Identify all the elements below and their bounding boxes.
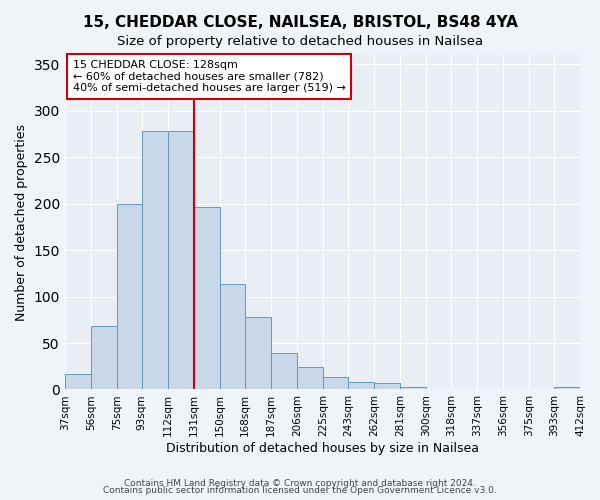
Text: Contains HM Land Registry data © Crown copyright and database right 2024.: Contains HM Land Registry data © Crown c… <box>124 478 476 488</box>
Bar <box>554 386 580 390</box>
Bar <box>374 383 400 390</box>
Bar <box>91 326 117 390</box>
Bar <box>348 382 374 390</box>
Bar <box>245 317 271 390</box>
Text: 15, CHEDDAR CLOSE, NAILSEA, BRISTOL, BS48 4YA: 15, CHEDDAR CLOSE, NAILSEA, BRISTOL, BS4… <box>83 15 517 30</box>
Bar <box>142 131 168 390</box>
Bar <box>400 386 426 390</box>
Bar <box>529 388 554 390</box>
Bar <box>220 284 245 390</box>
Bar <box>65 374 91 390</box>
X-axis label: Distribution of detached houses by size in Nailsea: Distribution of detached houses by size … <box>166 442 479 455</box>
Bar <box>503 388 529 390</box>
Bar <box>323 378 348 390</box>
Text: 15 CHEDDAR CLOSE: 128sqm
← 60% of detached houses are smaller (782)
40% of semi-: 15 CHEDDAR CLOSE: 128sqm ← 60% of detach… <box>73 60 346 93</box>
Bar <box>194 208 220 390</box>
Bar <box>271 353 297 390</box>
Bar <box>477 388 503 390</box>
Text: Size of property relative to detached houses in Nailsea: Size of property relative to detached ho… <box>117 35 483 48</box>
Bar <box>117 204 142 390</box>
Bar <box>451 388 477 390</box>
Y-axis label: Number of detached properties: Number of detached properties <box>15 124 28 320</box>
Bar <box>297 367 323 390</box>
Bar <box>426 388 451 390</box>
Bar <box>168 131 194 390</box>
Text: Contains public sector information licensed under the Open Government Licence v3: Contains public sector information licen… <box>103 486 497 495</box>
